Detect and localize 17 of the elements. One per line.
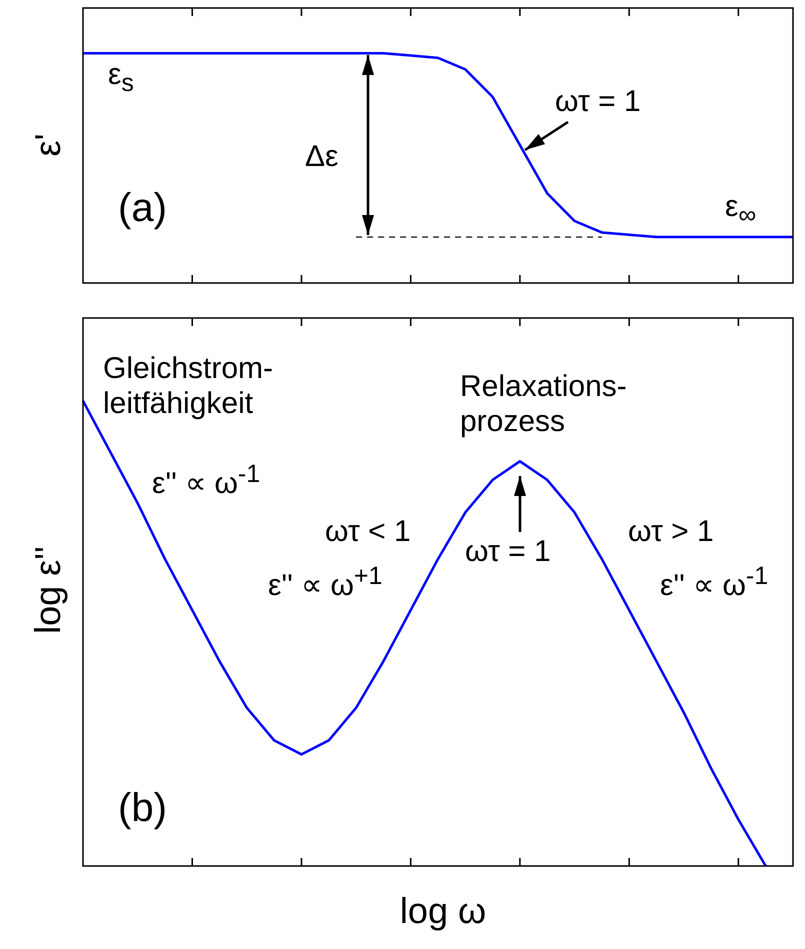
- annotation: ωτ = 1: [555, 85, 641, 120]
- annotation: (a): [118, 185, 167, 231]
- annotation: ωτ > 1: [628, 515, 714, 550]
- annotation: ωτ < 1: [325, 515, 411, 550]
- annotation: ωτ = 1: [465, 535, 551, 570]
- x-axis-title: log ω: [400, 890, 486, 932]
- y-axis-title: log ε'': [27, 546, 69, 634]
- annotation: ε'' ∝ ω$^{+1}$: [268, 562, 382, 604]
- annotation: Gleichstrom- leitfähigkeit: [103, 352, 274, 421]
- annotation: ε'' ∝ ω$^{-1}$: [660, 562, 768, 604]
- annotation: ε'' ∝ ω$^{-1}$: [152, 460, 260, 502]
- y-axis-title: ε': [27, 134, 69, 156]
- annotation: (b): [118, 785, 167, 831]
- annotation: Δε: [305, 140, 338, 174]
- annotation: ε$_{s}$: [108, 58, 134, 98]
- annotation: ε$_{∞}$: [725, 190, 756, 230]
- annotation: Relaxations- prozess: [460, 370, 627, 439]
